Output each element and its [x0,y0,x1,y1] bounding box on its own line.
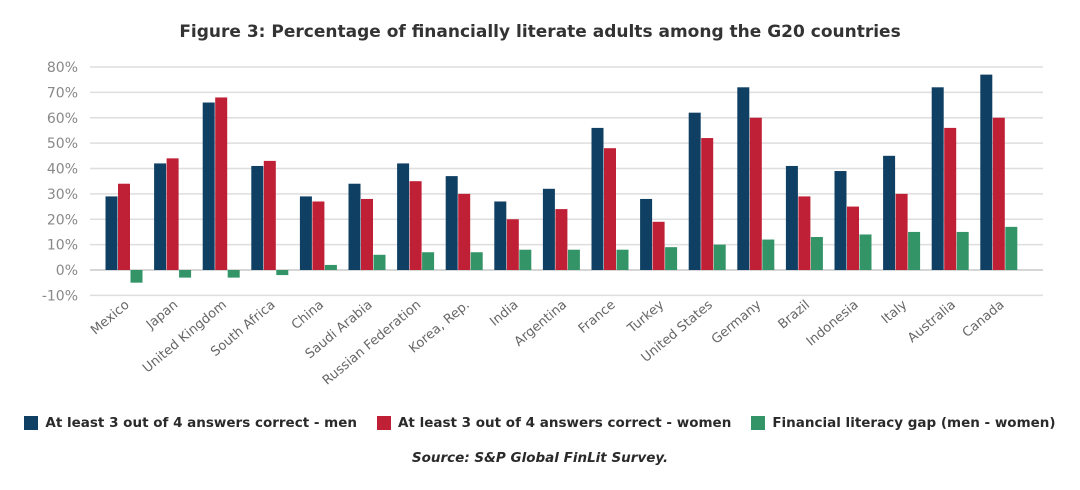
legend-item-men: At least 3 out of 4 answers correct - me… [24,415,357,431]
bar-men [688,112,701,270]
bar-men [883,155,896,270]
x-tick-label: Germany [709,297,765,347]
bar-women [847,206,859,270]
bar-men [640,198,653,270]
bar-men [494,201,507,270]
bar-women [409,181,422,270]
y-tick-label: 0% [56,263,78,279]
x-tick-label: Japan [143,298,181,333]
bar-gap [227,270,240,278]
bar-men [785,165,798,270]
x-tick-label: Canada [960,298,1008,341]
bar-women [312,201,325,270]
bar-women [701,138,714,270]
bar-gap [908,231,921,270]
x-tick-label: Mexico [88,298,132,339]
bar-men [445,176,458,270]
y-tick-label: 80% [47,60,78,76]
bar-men [931,87,944,270]
bar-women [215,97,228,270]
bar-women [361,198,373,270]
y-tick-label: 70% [47,85,78,101]
legend-swatch-men [24,416,39,430]
y-axis-ticks: -10% 0% 10% 20% 30% 40% 50% 60% 70% 80% [42,60,78,304]
bar-women [895,193,908,270]
bar-women [992,117,1005,270]
bar-women [652,221,665,270]
y-tick-label: 40% [47,162,78,178]
bar-women [749,117,762,270]
bar-gap [179,270,192,278]
bar-gap [1005,226,1018,270]
bar-gap [324,264,337,270]
bar-gap [422,252,435,270]
bar-men [980,74,993,270]
bar-women [604,148,616,270]
bar-women [798,196,811,270]
legend-label-gap: Financial literacy gap (men - women) [772,415,1056,431]
legend-item-women: At least 3 out of 4 answers correct - wo… [376,415,732,431]
bar-men [348,183,361,270]
bar-men [397,163,410,270]
bar-women [555,209,568,270]
y-tick-label: 60% [47,111,78,127]
bar-men [542,188,555,270]
bar-women [118,183,130,270]
chart-title: Figure 3: Percentage of financially lite… [179,22,901,42]
bar-women [263,160,276,270]
x-tick-label: Italy [879,297,910,327]
legend-label-women: At least 3 out of 4 answers correct - wo… [397,415,732,431]
bar-gap [616,249,629,270]
bar-gap [130,270,143,283]
legend-swatch-gap [751,416,766,430]
bar-gap [713,244,726,270]
y-tick-label: 20% [47,212,78,228]
bar-chart: -10% 0% 10% 20% 30% 40% 50% 60% 70% 80% Mexico Jap… [42,60,1043,388]
x-tick-label: United Kingdom [140,298,230,377]
x-tick-label: Brazil [776,298,813,333]
x-tick-label: France [576,298,619,337]
y-tick-label: -10% [42,288,78,304]
x-tick-label: Turkey [624,297,667,337]
bar-gap [810,237,823,270]
x-tick-label: Indonesia [804,298,862,350]
bar-gap [762,239,775,270]
bar-men [251,165,264,270]
bar-men [737,87,750,270]
legend-label-men: At least 3 out of 4 answers correct - me… [45,415,357,431]
bar-gap [567,249,580,270]
x-tick-label: India [487,298,521,330]
legend-item-gap: Financial literacy gap (men - women) [751,415,1056,431]
bar-men [299,196,312,270]
legend-swatch-women [376,416,391,430]
bar-men [834,171,847,270]
bar-women [506,219,519,270]
bar-gap [665,247,678,270]
legend: At least 3 out of 4 answers correct - me… [0,415,1080,431]
y-tick-label: 10% [47,238,78,254]
bar-men [202,102,215,271]
bar-women [458,193,471,270]
bar-gap [519,249,532,270]
bar-gap [859,234,872,270]
x-tick-label: Australia [905,298,959,346]
bars [105,74,1018,283]
bar-gap [276,270,289,276]
bar-women [944,127,957,271]
bar-gap [373,254,386,270]
x-tick-label: China [289,298,327,333]
bar-men [591,127,604,271]
bar-men [154,163,167,270]
x-tick-label: Argentina [512,298,570,350]
bar-men [105,196,118,270]
bar-gap [470,252,483,270]
bar-gap [956,231,969,270]
bar-women [166,158,179,270]
y-tick-label: 30% [47,187,78,203]
y-tick-label: 50% [47,136,78,152]
source-note: Source: S&P Global FinLit Survey. [411,450,669,466]
